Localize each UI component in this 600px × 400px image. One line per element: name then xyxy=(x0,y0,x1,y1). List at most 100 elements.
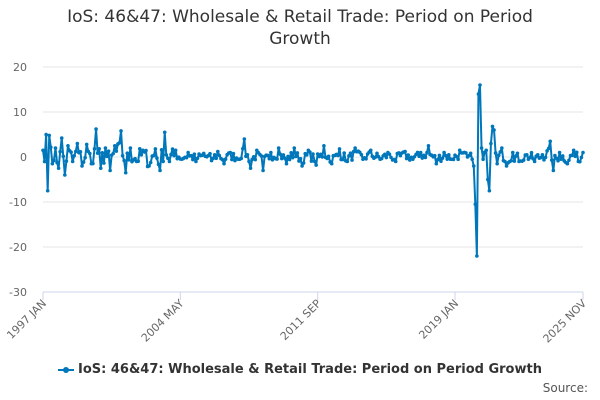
data-point xyxy=(456,157,460,162)
data-point xyxy=(337,147,342,151)
data-point xyxy=(208,151,212,156)
chart-title: IoS: 46&47: Wholesale & Retail Trade: Pe… xyxy=(0,6,600,50)
data-point xyxy=(245,153,250,157)
data-point xyxy=(479,146,484,150)
data-point xyxy=(283,156,287,160)
data-point xyxy=(382,152,387,157)
data-point xyxy=(308,150,312,154)
data-point xyxy=(571,148,576,153)
data-point xyxy=(417,154,421,159)
data-point xyxy=(439,159,443,164)
data-point xyxy=(72,153,77,158)
data-point xyxy=(217,153,222,158)
data-point xyxy=(112,143,117,148)
data-point xyxy=(228,150,233,155)
data-point xyxy=(275,157,279,161)
data-point xyxy=(92,146,97,151)
data-point xyxy=(80,164,84,168)
data-point xyxy=(42,159,47,164)
data-point xyxy=(231,151,236,156)
data-point xyxy=(59,136,64,140)
data-point xyxy=(559,157,563,161)
data-point xyxy=(295,151,300,155)
data-point xyxy=(78,149,83,154)
data-point xyxy=(475,254,479,258)
data-point xyxy=(292,146,297,150)
data-point xyxy=(525,152,529,157)
data-point xyxy=(326,154,331,159)
y-tick-label: 0 xyxy=(20,151,27,164)
data-point xyxy=(211,156,215,161)
data-point xyxy=(442,150,446,155)
data-point xyxy=(304,153,309,157)
data-point xyxy=(573,154,577,159)
data-point xyxy=(102,161,106,165)
data-point xyxy=(445,157,450,161)
data-point xyxy=(406,153,411,157)
data-point xyxy=(490,124,495,129)
data-point xyxy=(133,156,137,161)
data-point xyxy=(551,168,556,173)
data-point xyxy=(253,157,258,162)
data-point xyxy=(415,150,420,155)
data-point xyxy=(161,159,165,164)
data-point xyxy=(557,150,562,155)
data-point xyxy=(64,159,69,163)
data-point xyxy=(437,153,442,158)
data-point xyxy=(83,155,87,160)
data-point xyxy=(189,153,194,158)
data-point xyxy=(186,150,190,155)
data-point xyxy=(153,147,158,151)
data-point xyxy=(95,151,100,155)
data-point xyxy=(300,164,304,168)
data-point xyxy=(159,148,164,152)
data-point xyxy=(353,146,357,150)
data-point xyxy=(289,150,293,155)
data-point xyxy=(94,127,98,131)
data-point xyxy=(340,157,345,162)
data-point xyxy=(125,151,130,155)
data-point xyxy=(312,159,317,164)
data-point xyxy=(375,151,379,156)
data-point xyxy=(248,166,253,171)
data-point xyxy=(543,155,548,160)
data-point xyxy=(309,159,314,163)
data-point xyxy=(473,202,478,207)
data-point xyxy=(230,157,234,162)
data-point xyxy=(278,152,283,156)
data-point xyxy=(546,146,551,151)
legend[interactable]: IoS: 46&47: Wholesale & Retail Trade: Pe… xyxy=(0,362,600,377)
data-point xyxy=(364,157,368,161)
data-point xyxy=(216,149,220,154)
x-tick-label: 2004 MAY xyxy=(139,297,187,345)
data-point xyxy=(368,148,373,153)
data-point xyxy=(393,159,398,164)
data-point xyxy=(55,160,59,165)
data-point xyxy=(470,157,474,162)
x-tick-label: 1997 JAN xyxy=(4,297,49,342)
data-point xyxy=(222,161,226,166)
data-point xyxy=(478,83,482,87)
data-point xyxy=(560,154,565,158)
data-point xyxy=(279,156,284,161)
data-point xyxy=(329,161,334,166)
data-point xyxy=(81,160,86,164)
data-point xyxy=(510,150,515,155)
data-point xyxy=(434,161,439,166)
y-tick-label: -20 xyxy=(9,241,27,254)
data-point xyxy=(301,161,306,165)
data-point xyxy=(481,157,485,162)
data-point xyxy=(468,151,473,156)
data-point xyxy=(504,164,509,168)
data-point xyxy=(156,162,161,167)
data-point xyxy=(407,158,412,162)
data-point xyxy=(284,161,289,166)
data-point xyxy=(486,177,490,182)
data-point xyxy=(347,154,351,158)
data-point xyxy=(152,153,156,158)
data-point xyxy=(105,154,109,159)
data-point xyxy=(500,146,504,150)
data-point xyxy=(373,155,378,159)
series-line xyxy=(42,84,584,257)
